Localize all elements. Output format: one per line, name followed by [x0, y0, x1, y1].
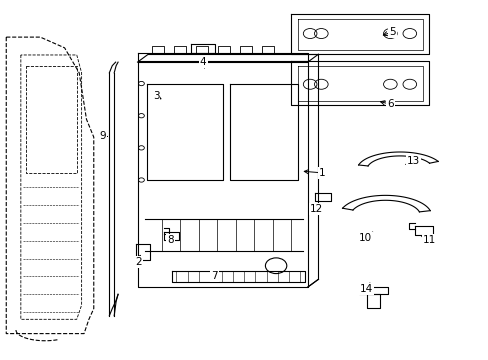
Text: 5: 5 [383, 27, 395, 37]
Text: 8: 8 [167, 235, 174, 245]
Text: 9: 9 [99, 131, 107, 141]
Text: 13: 13 [405, 157, 420, 166]
Text: 3: 3 [152, 91, 161, 101]
Text: 12: 12 [309, 203, 323, 213]
Text: 7: 7 [211, 271, 217, 281]
Text: 14: 14 [359, 283, 372, 294]
Text: 4: 4 [200, 57, 206, 68]
Text: 6: 6 [380, 99, 393, 109]
Text: 2: 2 [135, 255, 142, 267]
Text: 1: 1 [304, 168, 325, 178]
Text: 10: 10 [358, 232, 372, 243]
Text: 11: 11 [421, 235, 435, 245]
